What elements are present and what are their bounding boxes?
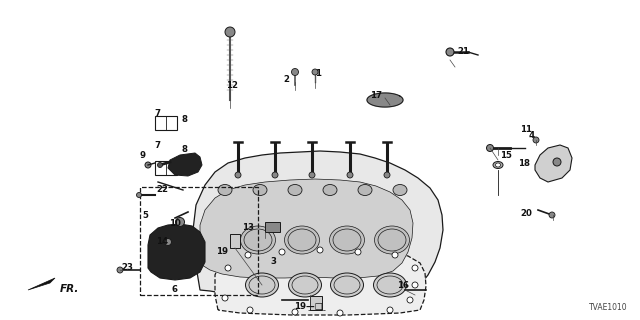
Ellipse shape — [218, 185, 232, 196]
Ellipse shape — [323, 185, 337, 196]
Ellipse shape — [495, 163, 500, 167]
Circle shape — [317, 247, 323, 253]
Text: FR.: FR. — [60, 284, 79, 294]
Text: 8: 8 — [182, 146, 188, 155]
Bar — [310, 296, 322, 310]
Polygon shape — [200, 179, 413, 278]
Circle shape — [245, 252, 251, 258]
Circle shape — [412, 265, 418, 271]
Text: 19: 19 — [216, 247, 228, 257]
Circle shape — [446, 48, 454, 56]
Circle shape — [533, 137, 539, 143]
Polygon shape — [168, 153, 202, 176]
Ellipse shape — [330, 226, 365, 254]
Text: 13: 13 — [242, 223, 254, 233]
Ellipse shape — [288, 185, 302, 196]
Circle shape — [222, 295, 228, 301]
Text: 3: 3 — [270, 258, 276, 267]
Circle shape — [157, 163, 163, 167]
Text: 12: 12 — [226, 81, 238, 90]
Text: 7: 7 — [154, 140, 160, 149]
Ellipse shape — [374, 273, 406, 297]
Circle shape — [384, 172, 390, 178]
Bar — [155, 116, 177, 130]
Ellipse shape — [246, 273, 278, 297]
Ellipse shape — [285, 226, 319, 254]
Circle shape — [235, 172, 241, 178]
Text: 6: 6 — [171, 285, 177, 294]
Text: 4: 4 — [529, 132, 535, 140]
Circle shape — [175, 218, 184, 227]
Bar — [230, 234, 240, 248]
Circle shape — [279, 249, 285, 255]
Text: 5: 5 — [142, 211, 148, 220]
Polygon shape — [148, 224, 205, 280]
Circle shape — [355, 249, 361, 255]
Text: 20: 20 — [520, 209, 532, 218]
Polygon shape — [28, 278, 55, 290]
Text: 19—□: 19—□ — [294, 302, 323, 311]
Ellipse shape — [330, 273, 364, 297]
Ellipse shape — [374, 226, 410, 254]
Bar — [155, 161, 177, 175]
Circle shape — [272, 172, 278, 178]
Text: 14: 14 — [156, 237, 168, 246]
Polygon shape — [367, 93, 403, 107]
Text: 9: 9 — [140, 150, 146, 159]
Polygon shape — [193, 151, 443, 300]
Text: TVAE1010: TVAE1010 — [589, 303, 628, 312]
Polygon shape — [215, 249, 426, 315]
Circle shape — [347, 172, 353, 178]
Ellipse shape — [358, 185, 372, 196]
Circle shape — [387, 307, 393, 313]
Ellipse shape — [493, 162, 503, 169]
Text: 18: 18 — [518, 158, 530, 167]
Text: 17: 17 — [370, 92, 382, 100]
Bar — [265, 222, 280, 232]
Circle shape — [549, 212, 555, 218]
Circle shape — [407, 297, 413, 303]
Text: 23: 23 — [121, 263, 133, 273]
Circle shape — [145, 162, 151, 168]
Text: 16: 16 — [397, 282, 409, 291]
Ellipse shape — [253, 185, 267, 196]
Circle shape — [291, 68, 298, 76]
Circle shape — [225, 265, 231, 271]
Circle shape — [412, 282, 418, 288]
Circle shape — [225, 27, 235, 37]
Circle shape — [292, 309, 298, 315]
Text: 2: 2 — [283, 75, 289, 84]
Circle shape — [136, 193, 141, 197]
Polygon shape — [535, 145, 572, 182]
Text: 1: 1 — [315, 68, 321, 77]
Circle shape — [247, 307, 253, 313]
Text: 8: 8 — [182, 116, 188, 124]
Circle shape — [486, 145, 493, 151]
Circle shape — [312, 69, 318, 75]
Circle shape — [392, 252, 398, 258]
Text: 11: 11 — [520, 125, 532, 134]
Circle shape — [553, 158, 561, 166]
Ellipse shape — [393, 185, 407, 196]
Text: 22: 22 — [156, 186, 168, 195]
Ellipse shape — [289, 273, 321, 297]
Ellipse shape — [241, 226, 275, 254]
Text: 7: 7 — [154, 108, 160, 117]
Circle shape — [117, 267, 123, 273]
Text: 15: 15 — [500, 150, 512, 159]
Text: 10: 10 — [169, 220, 181, 228]
Bar — [140, 187, 258, 295]
Circle shape — [164, 238, 172, 245]
Text: 21: 21 — [457, 47, 469, 57]
Circle shape — [309, 172, 315, 178]
Circle shape — [337, 310, 343, 316]
